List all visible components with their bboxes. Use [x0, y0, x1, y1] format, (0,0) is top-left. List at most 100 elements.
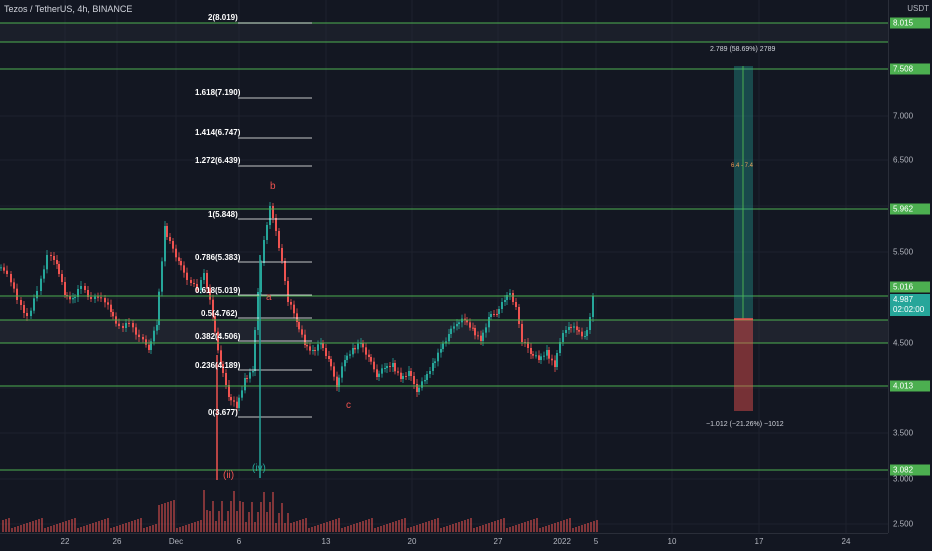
volume-bar [353, 524, 355, 532]
volume-bar [509, 527, 511, 532]
volume-bar [368, 519, 370, 532]
volume-bar [314, 526, 316, 532]
candle-body [284, 261, 286, 281]
volume-bar [236, 511, 238, 532]
candle-body [214, 316, 216, 332]
fib-label-0786: 0.786(5.383) [195, 253, 241, 262]
candle-body [275, 218, 277, 231]
candle-body [166, 226, 168, 237]
volume-bar [338, 518, 340, 532]
volume-bar [341, 528, 343, 532]
price-tick: 7.000 [893, 111, 914, 121]
candle-body [458, 322, 460, 324]
candle-body [266, 225, 268, 240]
level-badge-5016[interactable]: 5.016 [890, 281, 930, 293]
volume-bar [32, 521, 34, 532]
volume-bar [437, 518, 439, 532]
volume-bar [23, 524, 25, 532]
volume-bar [254, 522, 256, 532]
volume-bar [404, 518, 406, 532]
candle-body [341, 366, 343, 378]
candle-body [413, 376, 415, 384]
volume-bar [200, 520, 202, 532]
volume-bar [185, 525, 187, 532]
volume-bar [557, 522, 559, 532]
candle-body [501, 302, 503, 309]
time-label: 2022 [553, 537, 571, 546]
candle-body [515, 302, 517, 307]
time-label: 24 [841, 537, 851, 546]
time-label: 22 [60, 537, 70, 546]
volume-bar [113, 527, 115, 532]
time-axis[interactable]: 22 26 Dec 6 13 20 27 2022 5 10 17 24 [0, 533, 888, 551]
candle-body [530, 348, 532, 354]
volume-bar [485, 524, 487, 532]
candle-body [77, 289, 79, 297]
candle-body [100, 297, 102, 299]
candle-body [336, 376, 338, 387]
price-chart[interactable] [0, 0, 888, 533]
candle-body [556, 353, 558, 367]
volume-bar [230, 501, 232, 532]
horizontal-levels[interactable] [0, 22, 888, 471]
volume-bar [170, 501, 172, 532]
candle-body [488, 317, 490, 328]
candle-body [58, 264, 60, 274]
volume-bar [161, 504, 163, 532]
candle-body [281, 248, 283, 261]
volume-bar [53, 525, 55, 532]
level-badge-4013[interactable]: 4.013 [890, 380, 930, 392]
volume-bar [452, 524, 454, 532]
candle-body [317, 344, 319, 351]
volume-bar [41, 518, 43, 532]
volume-bar [35, 520, 37, 532]
volume-bar [206, 510, 208, 532]
volume-bar [245, 522, 247, 532]
fibonacci-lines[interactable] [238, 22, 312, 418]
candle-body [559, 342, 561, 353]
level-badge-7508[interactable]: 7.508 [890, 63, 930, 75]
candle-body [370, 357, 372, 362]
stop-zone[interactable] [734, 319, 753, 411]
candle-body [3, 267, 5, 271]
candle-body [322, 343, 324, 348]
volume-bar [68, 520, 70, 532]
volume-bar [116, 526, 118, 532]
candle-body [389, 366, 391, 367]
chart-area[interactable]: Tezos / TetherUS, 4h, BINANCE 2(8.019) 1… [0, 0, 888, 533]
candle-body [169, 237, 171, 241]
current-price-badge[interactable]: 4.987 02:02:00 [890, 294, 930, 316]
volume-bar [98, 521, 100, 532]
symbol-title[interactable]: Tezos / TetherUS, 4h, BINANCE [4, 4, 133, 14]
candle-body [527, 342, 529, 348]
volume-bar [362, 521, 364, 532]
volume-bar [374, 528, 376, 532]
volume-bar [359, 522, 361, 532]
candle-body [472, 327, 474, 329]
price-axis[interactable]: USDT 7.000 6.500 5.500 4.500 3.500 3.000… [888, 0, 932, 533]
volume-bar [137, 519, 139, 532]
candle-body [158, 291, 160, 325]
long-position-tool[interactable] [734, 66, 753, 411]
volume-bar [143, 528, 145, 532]
volume-bar [458, 522, 460, 532]
candle-body [354, 348, 356, 350]
volume-bar [209, 511, 211, 532]
candle-body [145, 339, 147, 345]
candle-body [206, 273, 208, 289]
level-badge-8015[interactable]: 8.015 [890, 17, 930, 29]
candle-body [365, 347, 367, 355]
candle-body [10, 274, 12, 283]
level-badge-5962[interactable]: 5.962 [890, 203, 930, 215]
candle-body [440, 349, 442, 353]
candle-body [236, 401, 238, 408]
volume-bar [281, 503, 283, 532]
time-label: 13 [321, 537, 331, 546]
candle-body [581, 331, 583, 337]
candle-body [573, 326, 575, 328]
candle-body [485, 327, 487, 333]
volume-bar [128, 522, 130, 532]
candle-body [504, 300, 506, 302]
level-badge-3082[interactable]: 3.082 [890, 464, 930, 476]
volume-bar [176, 528, 178, 532]
